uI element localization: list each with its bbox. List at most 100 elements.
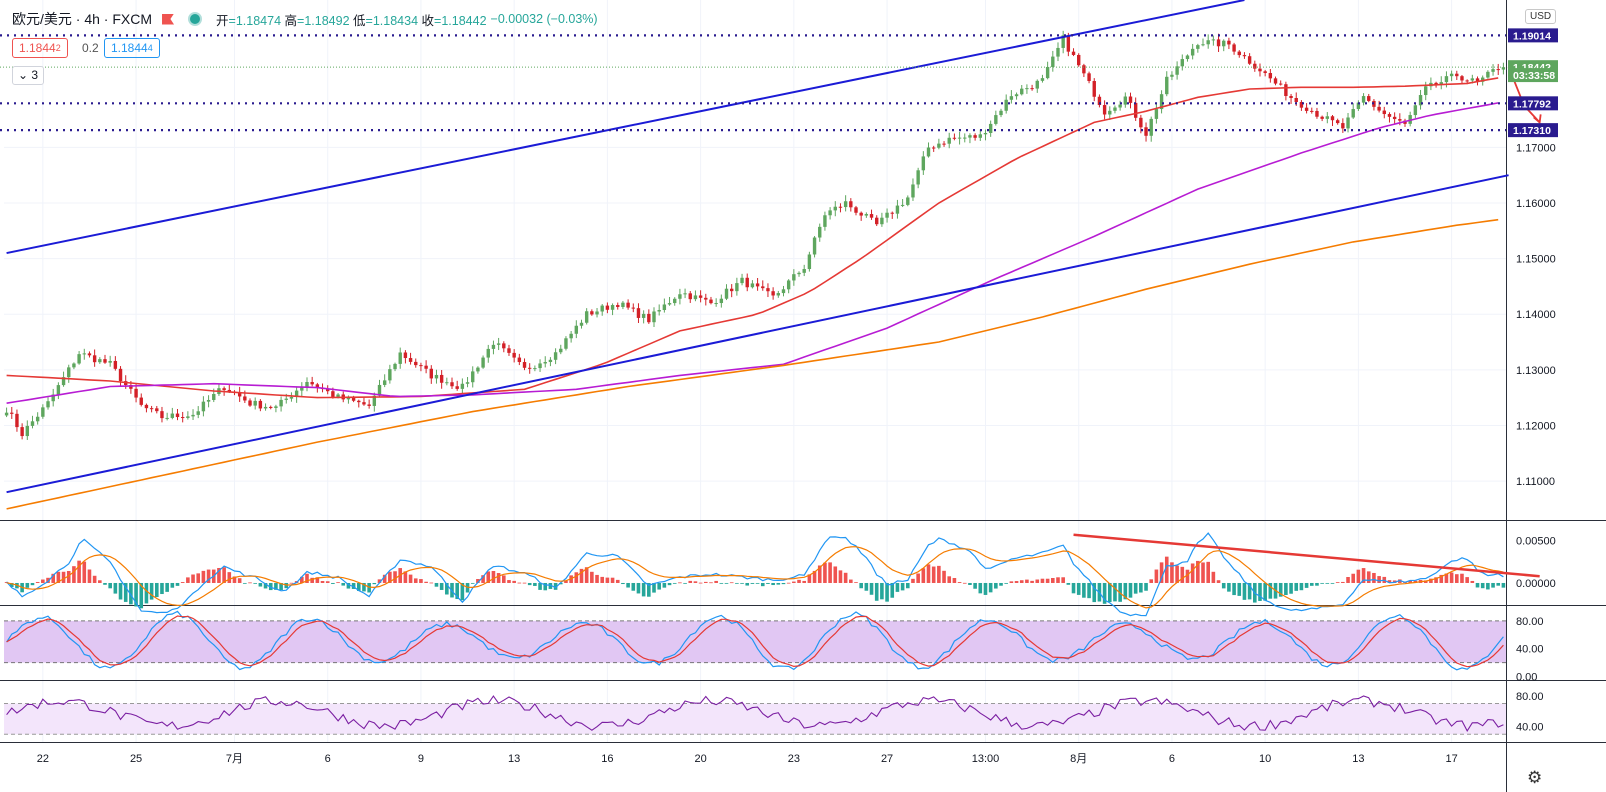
macd-histogram-bar [714, 580, 718, 583]
candle-up [595, 311, 599, 315]
macd-histogram-bar [1320, 582, 1324, 584]
candle-up [300, 387, 304, 391]
macd-histogram-bar [890, 582, 895, 598]
macd-histogram-bar [1232, 582, 1236, 596]
macd-histogram-bar [729, 582, 734, 584]
spread-value: 0.2 [82, 40, 99, 55]
candle-down [631, 307, 635, 309]
candle-up [186, 416, 190, 418]
candle-up [476, 367, 480, 372]
candle-up [1056, 47, 1060, 57]
candle-up [792, 274, 796, 281]
candle-down [1247, 56, 1252, 64]
candle-up [1190, 48, 1195, 56]
candle-down [450, 382, 454, 387]
macd-histogram-bar [367, 582, 371, 593]
candle-down [704, 297, 708, 300]
macd-histogram-bar [1351, 573, 1356, 583]
candle-down [942, 143, 946, 145]
candle-up [388, 369, 392, 381]
macd-histogram-bar [1392, 580, 1397, 583]
macd-histogram-bar [968, 582, 972, 586]
candle-up [538, 363, 542, 369]
candle-down [1092, 81, 1096, 97]
macd-histogram-bar [445, 582, 449, 595]
macd-histogram-bar [631, 582, 636, 591]
macd-histogram-bar [911, 578, 915, 583]
candle-up [1020, 88, 1024, 95]
candle-up [968, 135, 972, 138]
price-tick-label: 1.13000 [1516, 365, 1556, 377]
candle-up [621, 302, 625, 307]
candle-up [667, 303, 672, 305]
macd-histogram-bar [274, 582, 278, 590]
candle-up [1211, 39, 1216, 41]
macd-histogram-bar [792, 581, 796, 583]
macd-histogram-bar [439, 582, 444, 590]
symbol-title[interactable]: 欧元/美元 · 4h · FXCM [12, 11, 153, 27]
macd-histogram-bar [688, 580, 693, 583]
candle-up [828, 210, 832, 216]
candle-up [880, 217, 884, 225]
candle-up [253, 400, 257, 406]
macd-histogram-bar [615, 579, 620, 583]
candle-up [1185, 55, 1190, 60]
candle-down [1475, 78, 1480, 82]
candle-down [745, 277, 749, 288]
candle-down [973, 135, 977, 138]
macd-histogram-bar [1076, 582, 1081, 595]
stochastic-tick-label: 0.00 [1516, 672, 1537, 684]
candle-up [274, 406, 278, 408]
candle-up [1009, 96, 1014, 100]
macd-histogram-bar [823, 562, 827, 583]
macd-histogram-bar [25, 582, 30, 588]
macd-histogram-bar [408, 574, 413, 583]
candle-up [1123, 96, 1128, 105]
candle-up [346, 397, 351, 400]
macd-histogram-bar [1035, 579, 1040, 583]
macd-histogram-bar [1211, 571, 1216, 583]
candle-up [1040, 78, 1045, 81]
candle-up [1424, 86, 1428, 96]
candle-up [46, 401, 50, 408]
macd-histogram-bar [1009, 581, 1014, 583]
macd-tick-label: 0.00500 [1516, 536, 1556, 548]
macd-histogram-bar [1019, 580, 1024, 583]
gear-icon[interactable]: ⚙ [1527, 768, 1543, 787]
macd-histogram-bar [978, 582, 983, 594]
candle-up [382, 380, 387, 385]
candle-up [797, 272, 801, 275]
ma_slow-line [6, 218, 1499, 510]
macd-histogram-bar [388, 571, 392, 583]
rsi-line [6, 695, 1504, 733]
indicators-toggle-button[interactable]: ⌄ 3 [12, 66, 45, 85]
macd-histogram-bar [595, 574, 599, 583]
macd-histogram-bar [1092, 582, 1097, 603]
macd-histogram-bar [486, 571, 491, 583]
macd-histogram-bar [641, 582, 646, 597]
candle-up [72, 363, 76, 368]
macd-histogram-bar [331, 582, 335, 584]
flag-icon[interactable] [162, 13, 175, 25]
candle-down [357, 400, 361, 403]
sell-button[interactable]: 1.1844 2 [12, 38, 68, 58]
buy-button[interactable]: 1.1844 4 [104, 38, 160, 58]
candle-down [1133, 102, 1138, 118]
macd-histogram-bar [149, 582, 154, 600]
candle-down [1382, 110, 1386, 115]
price-tick-label: 1.16000 [1516, 198, 1556, 210]
symbol-header: 欧元/美元 · 4h · FXCM 开=1.18474 高=1.18492 低=… [12, 8, 598, 30]
macd-histogram-bar [1014, 581, 1019, 583]
price-tick-label: 1.17000 [1516, 142, 1556, 154]
candle-up [196, 411, 200, 415]
candle-up [61, 377, 66, 386]
macd-histogram-bar [1221, 582, 1226, 589]
candle-up [963, 137, 967, 139]
macd-histogram-bar [817, 565, 822, 583]
candle-up [170, 413, 175, 418]
candle-up [289, 396, 294, 399]
macd-histogram-bar [802, 580, 807, 583]
currency-button[interactable]: USD [1525, 9, 1557, 24]
